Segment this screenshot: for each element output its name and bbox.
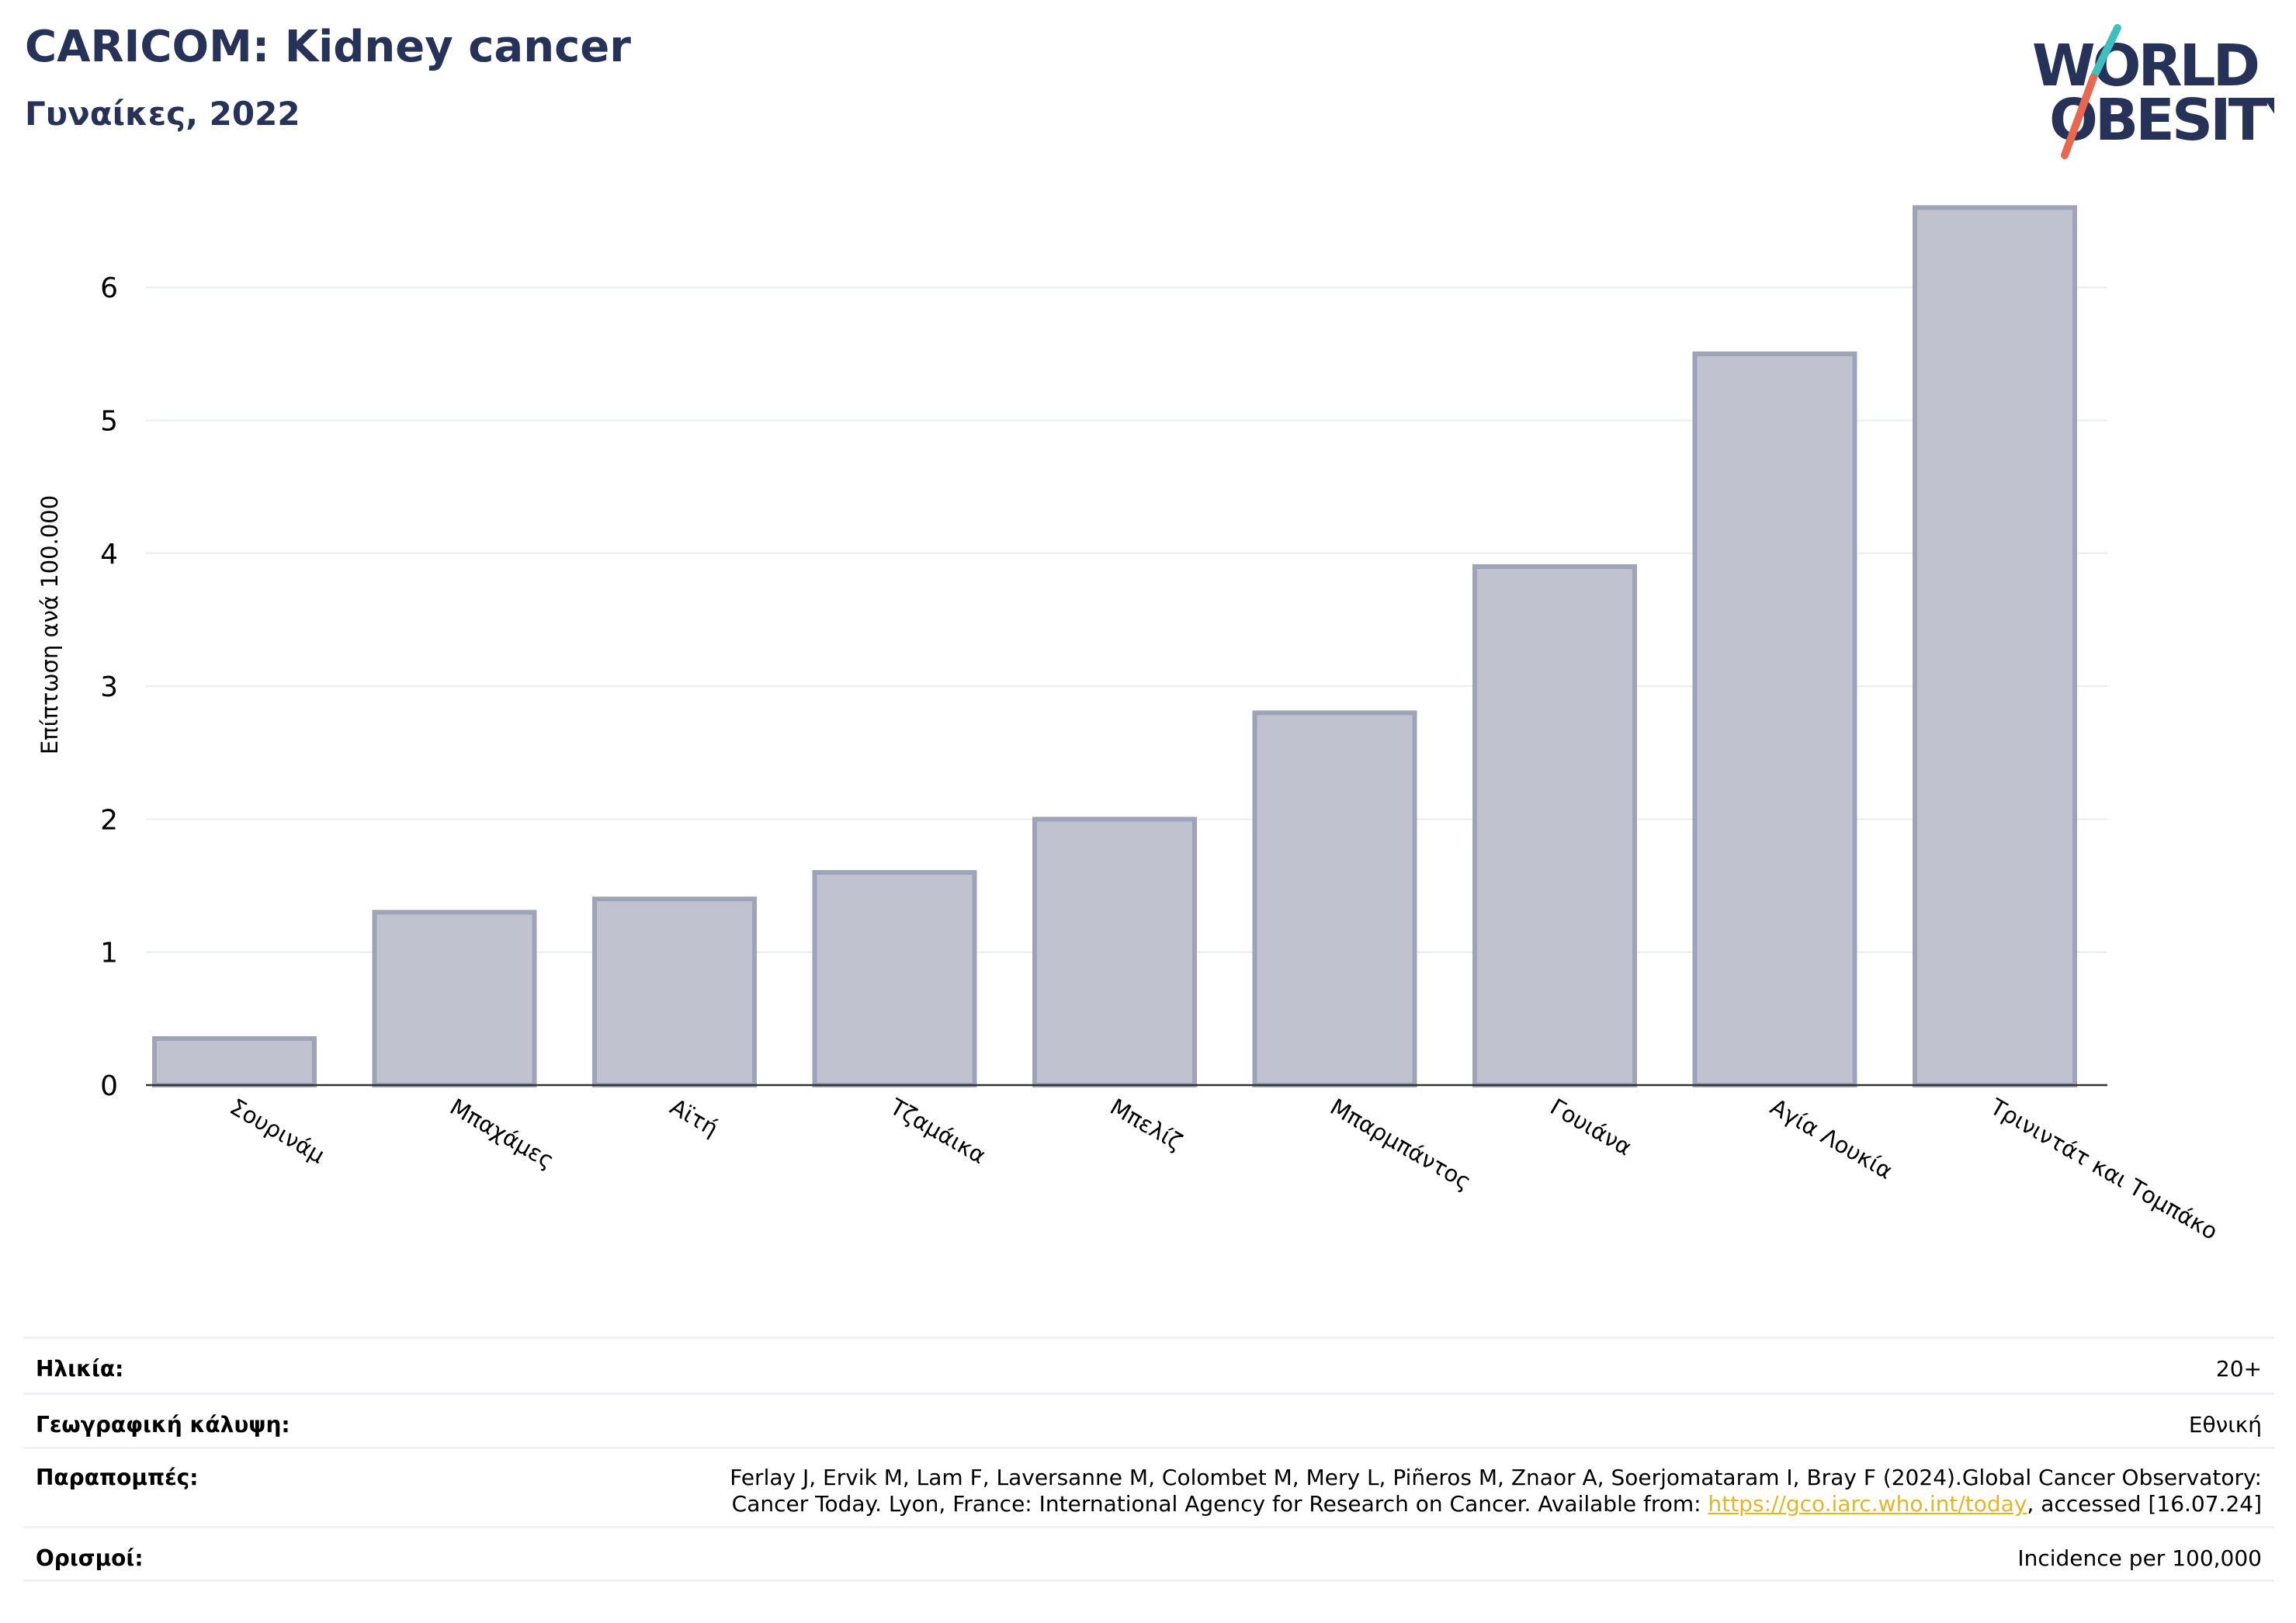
bar (1913, 205, 2077, 1087)
definitions-value: Incidence per 100,000 (2017, 1545, 2262, 1571)
age-value: 20+ (2215, 1356, 2262, 1382)
y-tick-label: 1 (100, 938, 118, 969)
x-tick-label: Μπαρμπάντος (1326, 1094, 1476, 1195)
y-tick-label: 5 (100, 406, 118, 438)
meta-row-definitions: Ορισμοί: Incidence per 100,000 (23, 1526, 2274, 1582)
meta-row-age: Ηλικία: 20+ (23, 1337, 2274, 1392)
y-tick-label: 3 (100, 671, 118, 703)
references-label: Παραπομπές: (36, 1465, 199, 1490)
y-axis-label: Επίπτωση ανά 100.000 (36, 495, 63, 754)
bar (592, 896, 757, 1088)
world-obesity-logo: WORLD OBESITY (2032, 24, 2274, 159)
references-line1: Ferlay J, Ervik M, Lam F, Laversanne M, … (730, 1465, 2262, 1490)
bar (812, 869, 977, 1088)
definitions-label: Ορισμοί: (36, 1545, 144, 1571)
x-tick-labels: Σουρινάμ Μπαχάμες Αϊτή Τζαμάικα Μπελίζ Μπαρμπ… (226, 1093, 2222, 1245)
x-tick-label: Τρινιντάτ και Τομπάκο (1986, 1093, 2222, 1245)
x-tick-label: Τζαμάικα (885, 1093, 990, 1169)
x-tick-label: Αγία Λουκία (1766, 1094, 1897, 1184)
x-tick-label: Σουρινάμ (226, 1094, 330, 1169)
meta-row-references: Παραπομπές: Ferlay J, Ervik M, Lam F, La… (23, 1447, 2274, 1526)
age-label: Ηλικία: (36, 1356, 124, 1382)
bar (1252, 710, 1417, 1087)
coverage-value: Εθνική (2188, 1412, 2262, 1437)
references-value: Ferlay J, Ervik M, Lam F, Laversanne M, … (730, 1465, 2262, 1517)
x-tick-label: Μπαχάμες (446, 1094, 559, 1174)
bars (152, 205, 2077, 1088)
coverage-label: Γεωγραφική κάλυψη: (36, 1412, 290, 1437)
bar (1032, 817, 1197, 1088)
bar (1692, 351, 1857, 1088)
bar-chart: 0 1 2 3 4 5 6 Σουρινάμ Μπαχάμες Αϊτή Τζαμάικα Μπελ… (36, 205, 2222, 1245)
y-tick-label: 4 (100, 539, 118, 570)
y-tick-label: 6 (100, 272, 118, 304)
bar (152, 1036, 317, 1088)
meta-row-coverage: Γεωγραφική κάλυψη: Εθνική (23, 1392, 2274, 1447)
references-line2-prefix: Cancer Today. Lyon, France: Internationa… (731, 1491, 1708, 1517)
metadata-table: Ηλικία: 20+ Γεωγραφική κάλυψη: Εθνική Πα… (23, 1337, 2274, 1582)
x-tick-label: Μπελίζ (1106, 1094, 1187, 1156)
y-tick-label: 2 (100, 804, 118, 836)
svg-text:WORLD: WORLD (2032, 33, 2258, 99)
bar (1472, 564, 1637, 1087)
references-link[interactable]: https://gco.iarc.who.int/today (1708, 1491, 2027, 1517)
bar (372, 910, 537, 1088)
y-tick-label: 0 (100, 1070, 118, 1102)
chart-subtitle: Γυναίκες, 2022 (25, 95, 300, 133)
x-tick-label: Αϊτή (666, 1094, 723, 1142)
x-tick-label: Γουιάνα (1546, 1094, 1637, 1161)
chart-title: CARICOM: Kidney cancer (25, 22, 631, 72)
references-line2-suffix: , accessed [16.07.24] (2027, 1491, 2262, 1517)
y-tick-labels: 0 1 2 3 4 5 6 (100, 272, 118, 1102)
